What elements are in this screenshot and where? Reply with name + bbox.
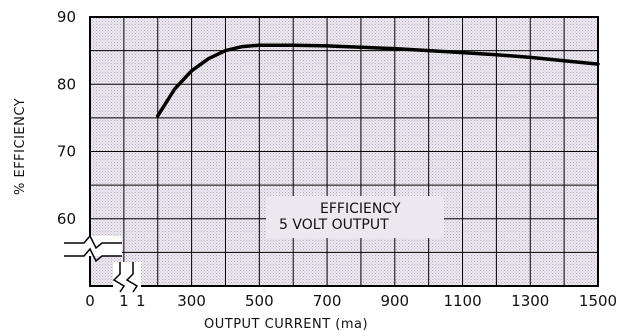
x-tick-label: 1500	[579, 292, 617, 310]
x-axis-break-gap	[113, 262, 141, 288]
x-tick-label: 1	[136, 292, 146, 310]
y-tick-label: 60	[57, 210, 76, 228]
x-tick-label: 0	[85, 292, 95, 310]
x-tick-label: 1	[119, 292, 129, 310]
efficiency-curve	[155, 43, 600, 118]
x-axis-break-left	[112, 262, 126, 293]
axis-break-markers	[62, 234, 141, 293]
x-tick-label: 1100	[443, 292, 481, 310]
y-axis-break-upper	[64, 234, 122, 250]
y-tick-label: 90	[57, 8, 76, 26]
y-axis-title: % EFFICIENCY	[13, 98, 28, 195]
x-tick-label: 1300	[511, 292, 549, 310]
y-tick-label: 70	[57, 143, 76, 161]
y-tick-label: 80	[57, 75, 76, 93]
y-axis-break-lower	[64, 247, 122, 263]
x-tick-label: 700	[313, 292, 342, 310]
y-axis-break-gap	[62, 236, 122, 256]
annotation-line-1: EFFICIENCY	[320, 201, 401, 217]
x-tick-label: 900	[380, 292, 409, 310]
annotation-background	[266, 196, 444, 238]
x-tick-label: 500	[245, 292, 274, 310]
x-axis-break-right	[125, 262, 139, 293]
x-axis-title: OUTPUT CURRENT (ma)	[204, 317, 368, 331]
annotation-line-2: 5 VOLT OUTPUT	[279, 217, 389, 233]
x-tick-label: 300	[177, 292, 206, 310]
